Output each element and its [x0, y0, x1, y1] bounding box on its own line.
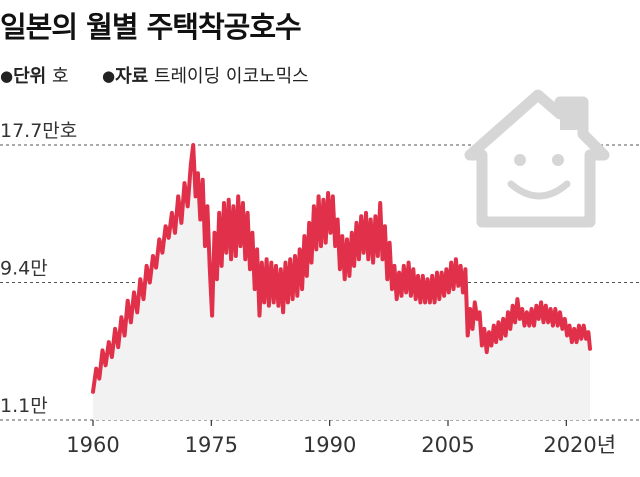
y-tick-label-2: 17.7만호 [0, 120, 77, 142]
source-value: 트레이딩 이코노믹스 [153, 66, 309, 87]
x-tick-label-3: 2005 [421, 433, 474, 457]
unit-value: 호 [51, 66, 69, 87]
x-tick-label-1: 1975 [185, 433, 238, 457]
source-bullet: ● [101, 67, 116, 85]
axis-layer: 1.1만 9.4만 17.7만호 1960 1975 1990 2005 2020년 [0, 120, 616, 457]
series-area [93, 145, 590, 420]
house-eye-left [514, 154, 526, 166]
unit-key: 단위 [13, 66, 47, 87]
y-tick-label-1: 9.4만 [0, 258, 48, 280]
x-tick-label-0: 1960 [66, 433, 119, 457]
source-key: 자료 [115, 66, 149, 87]
y-tick-label-0: 1.1만 [0, 395, 48, 417]
chart-title: 일본의 월별 주택착공호수 [0, 10, 302, 44]
house-outline [464, 89, 610, 228]
house-smiley-icon [464, 89, 610, 228]
house-chimney [560, 100, 583, 130]
chart-meta: ●단위 호 ●자료 트레이딩 이코노믹스 [0, 62, 309, 88]
x-tick-label-2: 1990 [303, 433, 356, 457]
house-eye-right [552, 154, 564, 166]
x-tick-label-4: 2020년 [543, 433, 616, 457]
unit-bullet: ● [0, 67, 14, 85]
house-smile [507, 180, 571, 200]
series-line [91, 143, 592, 394]
